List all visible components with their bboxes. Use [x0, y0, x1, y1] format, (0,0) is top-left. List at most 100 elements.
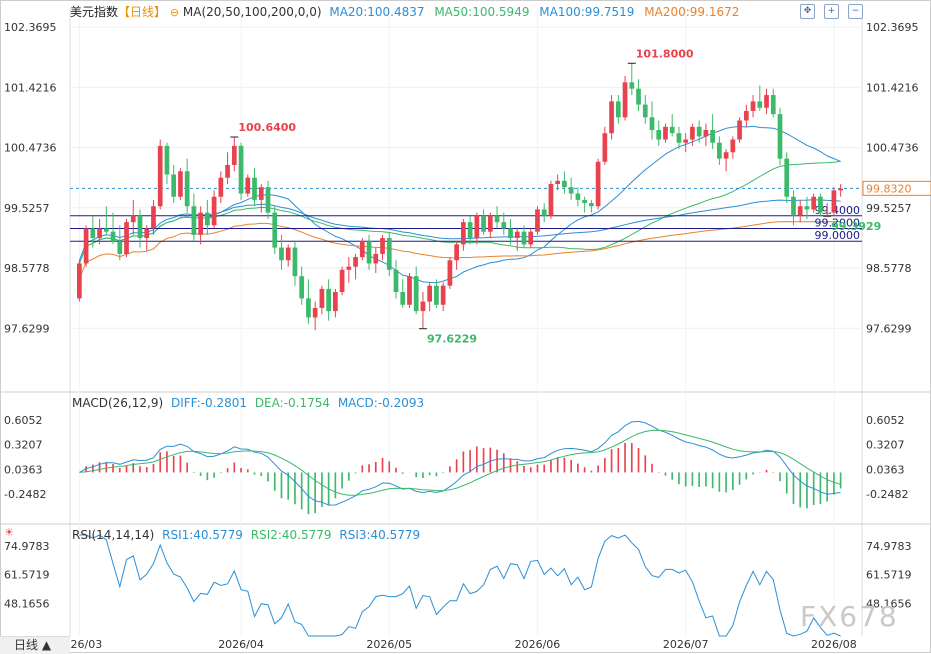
rsi-settings-icon[interactable]: ☀ [4, 526, 14, 539]
candle [373, 247, 379, 273]
candle-body [535, 209, 540, 232]
macd-tick-left: 0.3207 [4, 439, 43, 452]
rsi-line [79, 534, 841, 637]
candle [562, 171, 567, 194]
candle [420, 292, 426, 329]
candle [77, 260, 82, 302]
candle [535, 206, 540, 235]
candle [541, 203, 547, 223]
candle-body [231, 145, 237, 165]
price-tick-left: 101.4216 [4, 81, 57, 94]
candle-body [393, 269, 399, 293]
candle-body [258, 187, 264, 200]
candle [784, 152, 790, 204]
candle-body [622, 82, 628, 118]
candle-body [144, 228, 150, 239]
rsi-tick-right: 74.9783 [866, 540, 912, 553]
candle-body [683, 139, 689, 143]
candle [326, 279, 331, 321]
candle-body [77, 263, 82, 299]
candle [824, 203, 830, 217]
price-tick-right: 99.5257 [866, 202, 912, 215]
candle [575, 187, 581, 207]
candle [770, 88, 776, 118]
last-price-label: 99.8320 [866, 182, 912, 195]
candle [400, 279, 406, 308]
candle-body [696, 126, 702, 137]
candle-body [218, 177, 224, 197]
candle-body [434, 285, 439, 305]
price-tick-left: 97.6299 [4, 322, 50, 335]
candle [198, 206, 203, 245]
candle [548, 180, 554, 219]
candle [508, 218, 513, 245]
candle-body [157, 145, 163, 207]
candle [838, 184, 843, 197]
zoom-in-icon[interactable]: + [824, 4, 839, 19]
period-tab[interactable]: 日线 ▲ [0, 636, 70, 654]
candle [434, 279, 439, 308]
price-tick-right: 97.6299 [866, 322, 912, 335]
candle-body [306, 298, 311, 318]
price-tick-right: 100.4736 [866, 142, 919, 155]
candle-body [137, 215, 143, 239]
ma20-value: MA20:100.4837 [329, 5, 425, 19]
candle [831, 187, 837, 216]
candle [393, 260, 399, 299]
candle [474, 212, 480, 245]
candle [366, 234, 372, 270]
candle-body [238, 145, 244, 194]
candle [811, 193, 817, 213]
candle [615, 95, 621, 124]
candle [710, 114, 715, 150]
price-tick-left: 100.4736 [4, 142, 57, 155]
candle [137, 209, 143, 248]
candle [737, 117, 742, 143]
candle-body [420, 301, 426, 312]
candle-body [184, 171, 190, 207]
price-tick-left: 98.5778 [4, 262, 50, 275]
candle-body [501, 222, 507, 229]
candle-body [97, 228, 102, 239]
rsi-tick-right: 61.5719 [866, 569, 912, 582]
candle [292, 241, 298, 286]
candle-body [770, 95, 776, 115]
candle [258, 184, 264, 213]
candle [555, 174, 561, 191]
zoom-out-icon[interactable]: − [848, 4, 863, 19]
candle [609, 95, 614, 140]
watermark-logo: FX678 [800, 600, 899, 633]
candle [818, 193, 823, 216]
candle-body [487, 215, 493, 232]
candle-body [804, 206, 810, 210]
candle [723, 149, 729, 172]
candle-body [346, 266, 352, 270]
candle-body [407, 276, 412, 305]
candle [642, 95, 648, 124]
candle [211, 190, 217, 229]
candle-body [811, 196, 817, 210]
candle-body [130, 215, 136, 223]
level-label: 99.0000 [815, 229, 861, 242]
settings-icon[interactable]: ⊖ [169, 6, 180, 19]
ma100-value: MA100:99.7519 [539, 5, 635, 19]
candle-body [595, 161, 601, 207]
candle [312, 301, 318, 331]
candle-body [413, 276, 419, 312]
crosshair-icon[interactable]: ✥ [800, 4, 815, 19]
candle-body [609, 101, 614, 134]
candle [602, 126, 608, 165]
period-label[interactable]: 【日线】 [118, 5, 167, 19]
candle [231, 136, 237, 172]
candle-body [326, 288, 331, 312]
candle-body [710, 130, 715, 143]
dea-value: DEA:-0.1754 [254, 396, 330, 410]
price-tick-right: 98.5778 [866, 262, 912, 275]
candle-body [440, 285, 446, 305]
candle [595, 158, 601, 210]
candle [487, 212, 493, 239]
candle [144, 225, 150, 251]
candle-body [575, 193, 581, 200]
